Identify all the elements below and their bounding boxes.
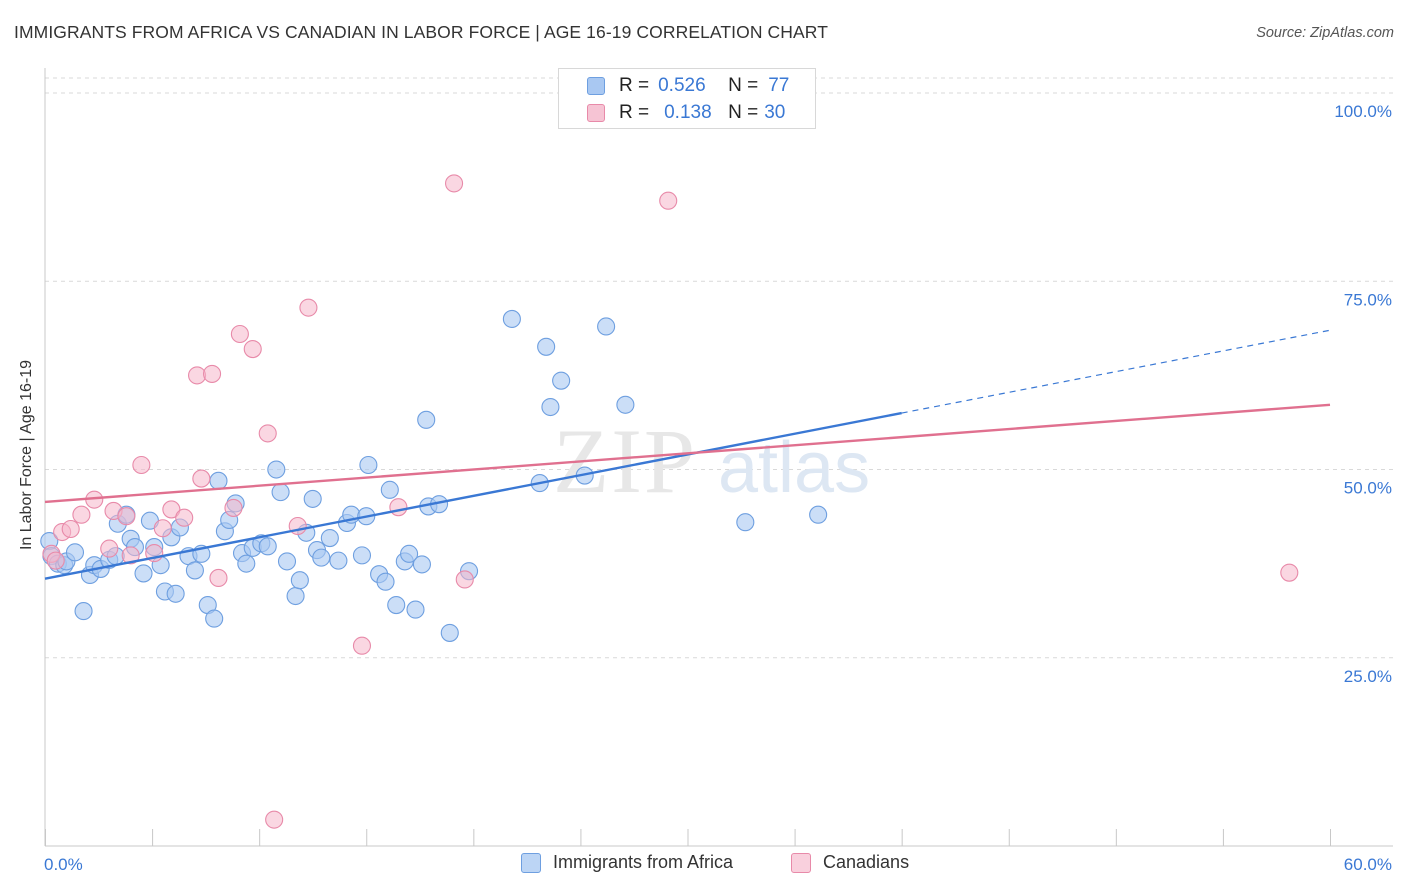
africa-point (359, 455, 378, 475)
africa-trendline-extension (901, 329, 1331, 414)
africa-point (352, 546, 372, 565)
africa-point (440, 623, 459, 642)
source-label: Source: ZipAtlas.com (1256, 25, 1394, 41)
x-tick-label: 60.0% (1344, 855, 1392, 874)
legend-swatch-canadians (587, 104, 605, 122)
legend-label-canadians: Canadians (823, 852, 910, 872)
legend-n-value: 77 (768, 75, 790, 96)
canadians-point (46, 551, 65, 570)
watermark-atlas: atlas (718, 428, 870, 508)
legend-item-canadians: Canadians (791, 852, 909, 873)
legend-r-value: 0.138 (664, 102, 712, 123)
canadians-trendline (44, 403, 1331, 504)
africa-point (329, 551, 348, 570)
canadians-point (352, 636, 372, 655)
africa-point (271, 483, 290, 502)
canadians-point (265, 810, 284, 829)
africa-point (541, 397, 560, 417)
legend-r-label: R = (619, 75, 650, 96)
legend-label-africa: Immigrants from Africa (553, 852, 734, 872)
canadians-point (299, 298, 318, 317)
canadians-point (455, 570, 474, 589)
canadians-point (100, 539, 119, 558)
africa-point (537, 337, 556, 356)
legend-n-value: 30 (764, 102, 786, 123)
canadians-point (192, 469, 211, 488)
africa-point (286, 586, 305, 606)
canadians-point (175, 508, 194, 527)
legend-swatch-canadians (791, 852, 811, 873)
africa-point (320, 528, 339, 548)
y-tick-label: 50.0% (1344, 479, 1392, 498)
canadians-point (659, 191, 678, 210)
canadians-point (121, 546, 140, 565)
africa-point (502, 309, 521, 328)
africa-point (616, 395, 635, 414)
africa-point (267, 460, 286, 479)
africa-point (417, 410, 436, 429)
ticklabel-layer: 25.0% 50.0% 75.0% 100.0% 0.0% 60.0% (44, 102, 1392, 874)
series-legend: Immigrants from Africa Canadians (0, 852, 1406, 878)
legend-swatch-africa (587, 77, 605, 95)
africa-point (387, 596, 406, 615)
africa-point (376, 572, 395, 591)
africa-point (303, 489, 322, 508)
correlation-legend: R = 0.526 N = 77 R = 0.138 N = 30 (558, 68, 816, 129)
canadians-point (117, 507, 136, 526)
y-tick-label: 100.0% (1334, 102, 1392, 121)
africa-trendline (44, 411, 902, 580)
canadians-point (230, 324, 249, 344)
legend-r-value: 0.526 (658, 75, 706, 96)
canadians-point (389, 498, 408, 517)
legend-swatch-africa (521, 852, 541, 873)
canadians-point (258, 424, 277, 443)
canadians-point (1280, 563, 1299, 582)
canadians-point (445, 174, 464, 193)
legend-n-label: N = (728, 102, 759, 123)
trend-layer (44, 329, 1331, 580)
africa-point (209, 471, 228, 490)
africa-point (406, 600, 425, 619)
legend-r-label: R = (619, 102, 650, 123)
legend-row-canadians: R = 0.138 N = 30 (559, 100, 785, 126)
legend-n-label: N = (728, 75, 759, 96)
africa-point (205, 609, 224, 628)
africa-point (597, 317, 616, 336)
africa-point (552, 371, 571, 390)
y-tick-label: 25.0% (1344, 667, 1392, 686)
africa-point (290, 571, 309, 590)
y-axis-label: In Labor Force | Age 16-19 (18, 359, 35, 551)
canadians-point (72, 505, 91, 524)
africa-point (237, 554, 256, 573)
canadians-point (153, 519, 172, 538)
africa-point (166, 584, 185, 603)
legend-item-africa: Immigrants from Africa (521, 852, 733, 873)
axis-layer (44, 68, 1393, 847)
legend-row-africa: R = 0.526 N = 77 (559, 73, 789, 99)
canadians-point (132, 455, 151, 475)
africa-point (736, 513, 755, 532)
canadians-point (243, 340, 262, 359)
africa-point (412, 555, 431, 574)
chart-title: IMMIGRANTS FROM AFRICA VS CANADIAN IN LA… (14, 22, 829, 42)
africa-point (65, 543, 85, 562)
africa-point (258, 537, 277, 556)
canadians-point (188, 366, 207, 385)
africa-point (400, 544, 419, 563)
africa-point (134, 564, 153, 583)
x-tick-label: 0.0% (44, 855, 83, 874)
y-tick-label: 75.0% (1344, 290, 1392, 309)
canadians-point (162, 500, 181, 519)
canadians-point (224, 498, 243, 517)
africa-point (380, 480, 399, 499)
africa-point (809, 505, 828, 524)
africa-point (185, 561, 204, 580)
africa-point (74, 602, 93, 621)
africa-point (277, 552, 297, 571)
africa-point (312, 548, 331, 567)
canadians-point (209, 568, 228, 588)
canadians-point (61, 519, 80, 539)
canadians-point (203, 364, 222, 383)
